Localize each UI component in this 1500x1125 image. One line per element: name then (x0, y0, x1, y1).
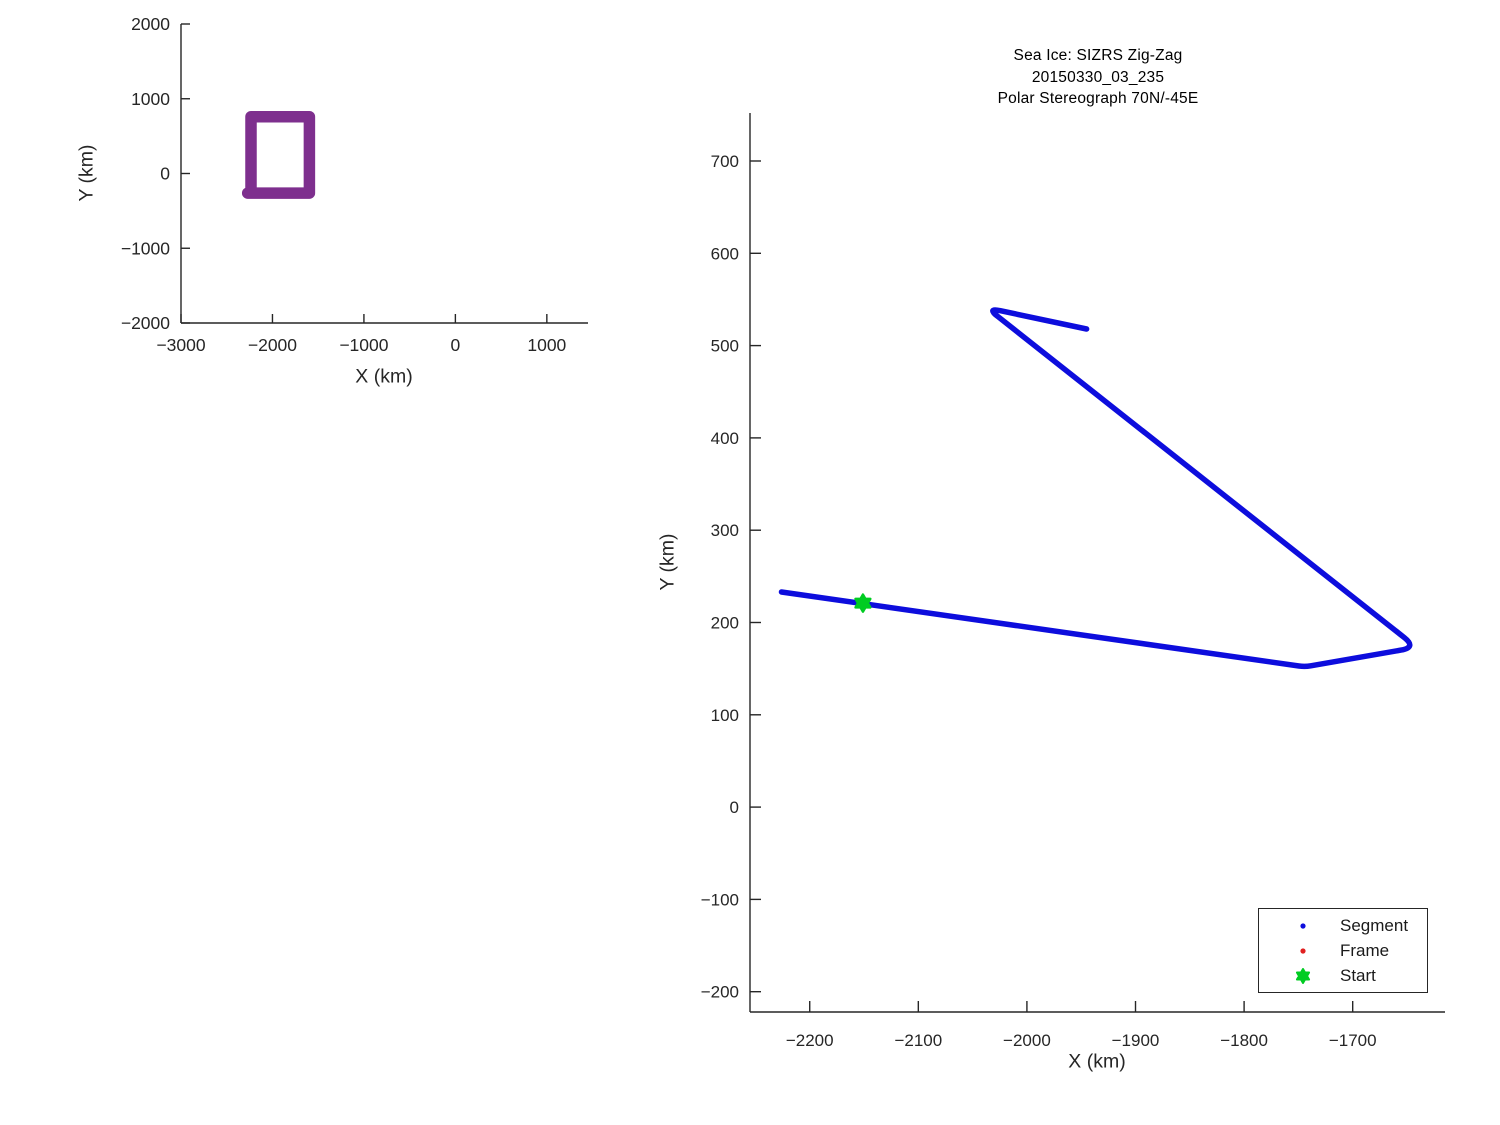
track-xaxis-label: X (km) (1068, 1050, 1126, 1073)
x-tick-label: −3000 (156, 335, 205, 355)
x-tick-label: −2100 (894, 1031, 942, 1050)
study-area-box-path (241, 110, 316, 199)
y-tick-label: 500 (711, 337, 739, 356)
segment-dot-icon (1292, 915, 1314, 937)
track-plot-title: Sea Ice: SIZRS Zig-Zag 20150330_03_235 P… (798, 45, 1398, 110)
y-tick-label: 0 (730, 798, 739, 817)
legend: Segment Frame Start (1258, 908, 1428, 993)
x-tick-label: −1800 (1220, 1031, 1268, 1050)
x-tick-label: −2200 (786, 1031, 834, 1050)
legend-label-frame: Frame (1340, 940, 1390, 960)
y-tick-label: 0 (160, 164, 170, 184)
x-tick-label: −2000 (248, 335, 297, 355)
y-tick-label: 1000 (131, 89, 170, 109)
x-tick-label: 1000 (527, 335, 566, 355)
x-tick-label: −1700 (1329, 1031, 1377, 1050)
title-line-2: 20150330_03_235 (1031, 68, 1165, 86)
legend-item-segment: Segment (1292, 914, 1427, 938)
title-line-1: Sea Ice: SIZRS Zig-Zag (1013, 47, 1183, 64)
x-tick-label: −1900 (1112, 1031, 1160, 1050)
frame-dot-icon (1292, 940, 1314, 962)
x-tick-label: −1000 (339, 335, 388, 355)
overview-xaxis-label: X (km) (355, 365, 413, 388)
track-plot: −2200 −2100 −2000 −1900 −1800 −1700 −200 −100 0 1… (701, 113, 1445, 1050)
y-tick-label: 400 (711, 429, 739, 448)
y-tick-label: 100 (711, 706, 739, 725)
track-yaxis-label: Y (km) (656, 533, 679, 591)
x-tick-label: −2000 (1003, 1031, 1051, 1050)
y-tick-label: 600 (711, 244, 739, 263)
y-tick-label: −1000 (121, 238, 170, 258)
legend-label-segment: Segment (1340, 915, 1409, 935)
legend-item-frame: Frame (1292, 939, 1427, 963)
overview-yaxis-label: Y (km) (75, 144, 98, 202)
y-tick-label: −2000 (121, 313, 170, 333)
y-tick-label: −100 (701, 890, 739, 909)
x-tick-label: 0 (451, 335, 461, 355)
y-tick-label: 700 (711, 152, 739, 171)
legend-label-start: Start (1340, 965, 1376, 985)
title-line-3: Polar Stereograph 70N/-45E (997, 90, 1199, 107)
segment-track-path (778, 307, 1413, 670)
y-tick-label: 300 (711, 521, 739, 540)
y-tick-label: −200 (701, 983, 739, 1002)
start-hexagram-icon (1292, 965, 1314, 987)
y-tick-label: 2000 (131, 14, 170, 34)
start-marker (854, 593, 872, 613)
legend-item-start: Start (1292, 964, 1427, 988)
y-tick-label: 200 (711, 613, 739, 632)
